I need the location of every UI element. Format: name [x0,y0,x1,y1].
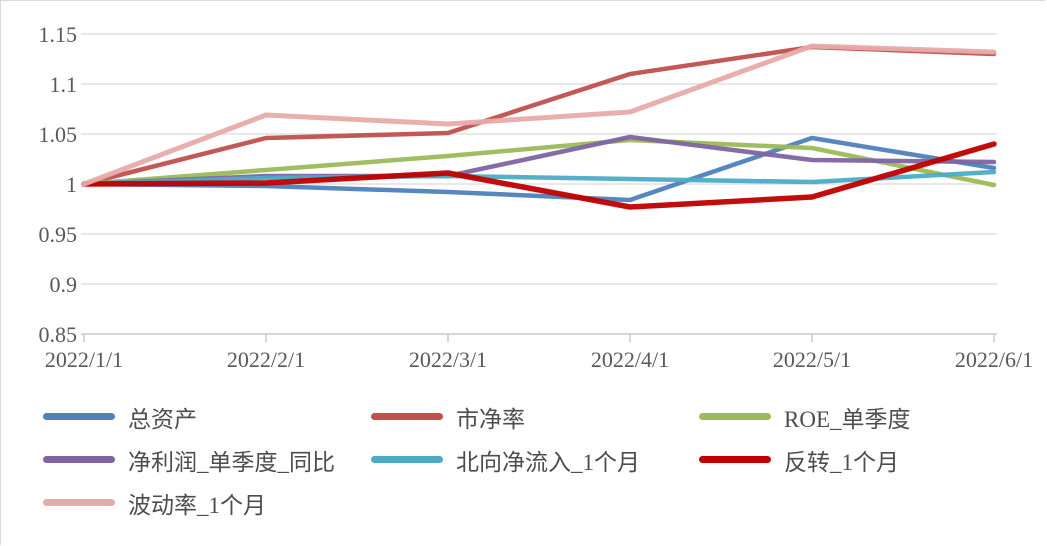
x-axis-tick-label: 2022/5/1 [773,347,851,372]
x-axis-tick-label: 2022/4/1 [591,347,669,372]
y-axis-tick-label: 0.85 [39,322,78,347]
legend-swatch-line-icon [43,413,115,420]
series-line-ROE_单季度 [81,137,997,188]
legend-item[interactable]: 市净率 [371,395,699,438]
legend-swatch-line-icon [371,456,443,463]
legend-swatch-line-icon [371,413,443,420]
legend-label: 市净率 [456,406,525,432]
series-line-北向净流入_1个月 [81,169,997,187]
y-axis-tick-label: 1.1 [50,72,78,97]
legend-label: 反转_1个月 [784,449,899,475]
series-line-波动率_1个月 [81,43,997,187]
x-axis-tick-label: 2022/3/1 [409,347,487,372]
legend-label: 净利润_单季度_同比 [128,449,335,475]
legend-label: ROE_单季度 [784,406,911,432]
legend-item[interactable]: 总资产 [43,395,371,438]
x-axis-tick-label: 2022/6/1 [955,347,1033,372]
x-axis-tick-label: 2022/2/1 [227,347,305,372]
legend-item[interactable]: ROE_单季度 [699,395,1027,438]
y-axis-tick-label: 0.9 [50,272,78,297]
legend-item[interactable]: 净利润_单季度_同比 [43,438,371,481]
legend-label: 总资产 [128,406,197,432]
legend-swatch-line-icon [699,456,771,463]
x-axis-tick-label: 2022/1/1 [45,347,123,372]
legend-swatch-line-icon [43,499,115,506]
legend-item[interactable]: 波动率_1个月 [43,481,371,524]
legend-swatch-line-icon [43,456,115,463]
y-axis-tick-label: 1.05 [39,122,78,147]
chart-legend: 总资产 市净率 ROE_单季度净利润_单季度_同比 北向净流入_1个月 反转_1个月波动… [1,395,1045,524]
y-axis-tick-label: 0.95 [39,222,78,247]
legend-label: 波动率_1个月 [128,492,266,518]
y-axis-tick-label: 1.15 [39,22,78,47]
legend-label: 北向净流入_1个月 [456,449,640,475]
y-axis-tick-label: 1 [66,172,77,197]
legend-swatch-line-icon [699,413,771,420]
series-line-反转_1个月 [81,141,997,210]
legend-item[interactable]: 反转_1个月 [699,438,1027,481]
legend-item[interactable]: 北向净流入_1个月 [371,438,699,481]
